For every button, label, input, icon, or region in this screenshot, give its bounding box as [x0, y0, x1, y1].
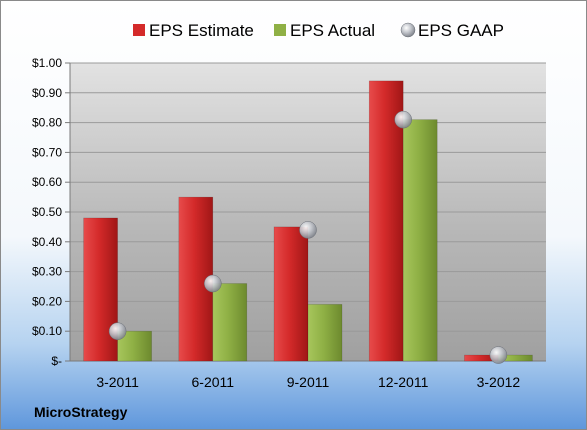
- marker-eps-gaap: [299, 221, 317, 239]
- y-tick-label: $0.60: [32, 175, 62, 189]
- y-tick-label: $-: [51, 354, 62, 368]
- marker-eps-gaap: [489, 346, 508, 364]
- legend-label: EPS Actual: [290, 21, 375, 40]
- x-tick-label: 3-2012: [477, 374, 521, 390]
- x-tick-label: 12-2011: [378, 374, 429, 390]
- y-tick-label: $0.80: [32, 116, 62, 130]
- y-tick-label: $0.90: [32, 86, 62, 100]
- y-tick-label: $0.10: [32, 324, 62, 338]
- bar-eps-actual: [402, 119, 438, 362]
- bar-eps-estimate: [273, 226, 309, 362]
- y-tick-label: $0.40: [32, 235, 62, 249]
- x-tick-label: 3-2011: [96, 374, 139, 390]
- gaap-markers: [108, 110, 508, 364]
- y-tick-label: $1.00: [32, 56, 62, 70]
- bar-eps-estimate: [83, 217, 118, 362]
- bar-eps-actual: [307, 304, 343, 362]
- y-tick-label: $0.50: [32, 205, 62, 219]
- marker-eps-gaap: [204, 274, 222, 293]
- bar-eps-estimate: [368, 80, 404, 362]
- marker-eps-gaap: [394, 110, 412, 129]
- bar-eps-actual: [212, 283, 248, 362]
- y-tick-label: $0.70: [32, 145, 62, 159]
- legend-swatch: [400, 22, 416, 38]
- legend-label: EPS GAAP: [418, 21, 504, 40]
- legend-swatch: [274, 24, 286, 36]
- x-tick-label: 6-2011: [192, 374, 235, 390]
- marker-eps-gaap: [108, 322, 127, 340]
- y-axis-ticks: $- $0.10 $0.20 $0.30 $0.40 $0.50 $0.60 $0.70 $0.…: [32, 56, 62, 368]
- legend: EPS Estimate EPS Actual EPS GAAP: [133, 21, 504, 40]
- x-tick-label: 9-2011: [287, 374, 330, 390]
- y-tick-label: $0.30: [32, 265, 62, 279]
- y-tick-label: $0.20: [32, 294, 62, 308]
- legend-label: EPS Estimate: [149, 21, 254, 40]
- company-name: MicroStrategy: [34, 404, 128, 420]
- legend-swatch: [133, 24, 145, 36]
- x-axis-ticks: 3-2011 6-2011 9-2011 12-2011 3-2012: [96, 374, 520, 390]
